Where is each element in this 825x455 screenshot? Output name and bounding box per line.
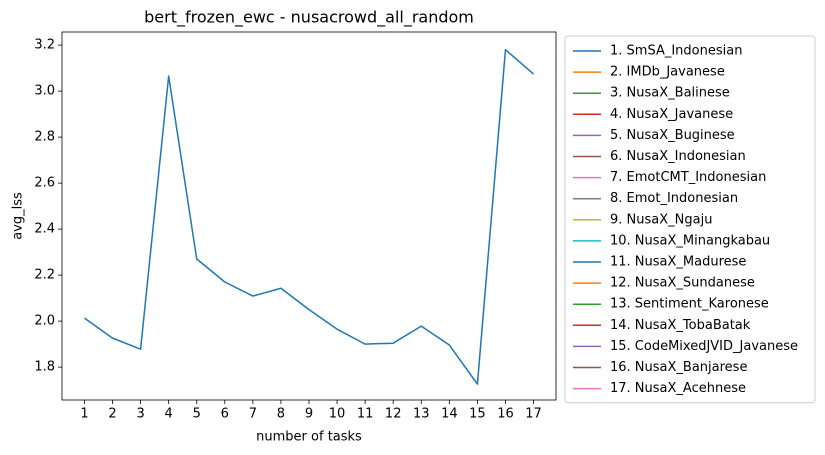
legend-label: 12. NusaX_Sundanese xyxy=(610,276,755,291)
legend-box xyxy=(564,35,816,404)
x-tick-label: 16 xyxy=(497,407,514,422)
x-tick-label: 10 xyxy=(329,407,346,422)
legend-label: 10. NusaX_Minangkabau xyxy=(610,233,770,248)
x-tick-label: 9 xyxy=(305,407,313,422)
y-tick-label: 2.2 xyxy=(34,268,55,283)
x-tick-label: 4 xyxy=(165,407,173,422)
legend-label: 16. NusaX_Banjarese xyxy=(610,360,747,375)
x-tick-label: 3 xyxy=(136,407,144,422)
legend-label: 5. NusaX_Buginese xyxy=(610,128,735,143)
x-tick-label: 11 xyxy=(357,407,374,422)
legend-label: 17. NusaX_Acehnese xyxy=(610,381,746,396)
legend-label: 2. IMDb_Javanese xyxy=(610,65,725,80)
x-tick-label: 12 xyxy=(385,407,402,422)
legend-label: 13. Sentiment_Karonese xyxy=(610,297,769,312)
y-tick-label: 2.8 xyxy=(34,130,55,145)
x-tick-label: 15 xyxy=(469,407,486,422)
x-tick-label: 1 xyxy=(80,407,88,422)
legend-label: 3. NusaX_Balinese xyxy=(610,86,730,101)
x-tick-label: 17 xyxy=(525,407,542,422)
legend-label: 14. NusaX_TobaBatak xyxy=(610,318,751,333)
y-axis-label: avg_lss xyxy=(11,192,26,240)
x-axis-label: number of tasks xyxy=(256,430,362,445)
y-tick-label: 2.6 xyxy=(34,176,55,191)
x-tick-label: 6 xyxy=(221,407,229,422)
series-line xyxy=(84,48,535,385)
y-tick-label: 2.4 xyxy=(34,222,55,237)
x-tick-label: 8 xyxy=(277,407,285,422)
legend-label: 8. Emot_Indonesian xyxy=(610,191,738,206)
y-tick-label: 2.0 xyxy=(34,314,55,329)
y-tick-label: 1.8 xyxy=(34,360,55,375)
legend-label: 9. NusaX_Ngaju xyxy=(610,212,712,227)
x-tick-label: 13 xyxy=(413,407,430,422)
legend-label: 4. NusaX_Javanese xyxy=(610,107,733,122)
legend-label: 15. CodeMixedJVID_Javanese xyxy=(610,339,798,354)
legend-label: 7. EmotCMT_Indonesian xyxy=(610,170,766,185)
plot-frame xyxy=(61,31,557,401)
y-tick-label: 3.0 xyxy=(34,84,55,99)
x-tick-label: 2 xyxy=(108,407,116,422)
y-tick-label: 3.2 xyxy=(34,38,55,53)
chart-title: bert_frozen_ewc - nusacrowd_all_random xyxy=(144,8,474,28)
legend-label: 11. NusaX_Madurese xyxy=(610,255,746,270)
x-tick-label: 14 xyxy=(441,407,458,422)
legend-label: 1. SmSA_Indonesian xyxy=(610,44,742,59)
x-tick-label: 7 xyxy=(249,407,257,422)
x-tick-label: 5 xyxy=(193,407,201,422)
legend-label: 6. NusaX_Indonesian xyxy=(610,149,746,164)
